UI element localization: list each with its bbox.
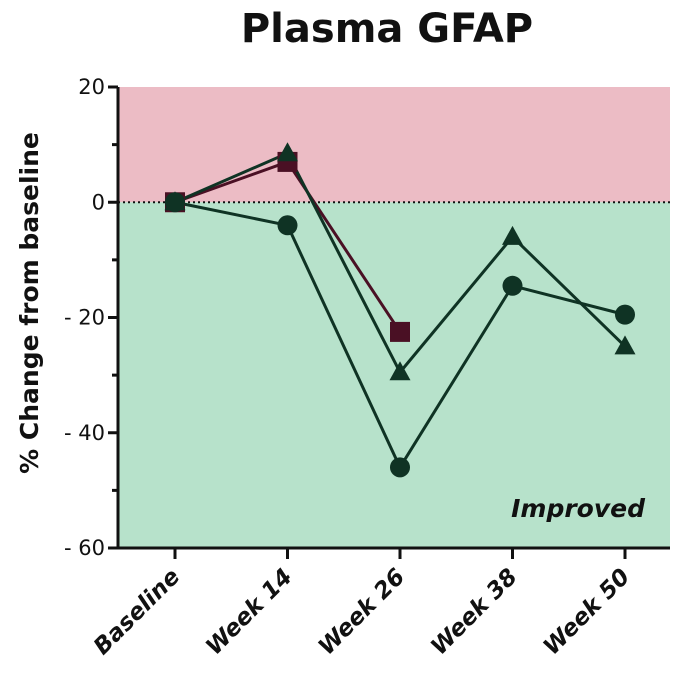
shaded-regions: [118, 87, 670, 548]
x-tick-label: Week 26: [314, 564, 410, 660]
square-point: [390, 321, 410, 342]
triangle-point: [389, 361, 411, 381]
circle-point: [277, 215, 298, 236]
region-0: [118, 87, 670, 203]
y-tick-label: 0: [92, 190, 105, 214]
x-tick-label: Week 38: [426, 564, 522, 660]
y-axis-ticks: - 60 - 40 - 20 0 20: [64, 75, 118, 560]
circle-point: [502, 275, 523, 296]
chart-title: Plasma GFAP: [241, 6, 533, 52]
y-tick-label: - 40: [64, 421, 105, 445]
y-axis-label: % Change from baseline: [15, 132, 44, 474]
x-axis-ticks: Baseline Week 14 Week 26 Week 38 Week 50: [89, 548, 635, 660]
circle-point: [390, 457, 410, 478]
x-tick-label: Week 14: [201, 564, 297, 660]
triangle-point: [277, 142, 298, 162]
x-tick-label: Week 50: [539, 564, 635, 660]
triangle-point: [502, 225, 523, 245]
y-tick-label: 20: [78, 75, 105, 99]
circle-point: [615, 304, 635, 325]
x-tick-label: Baseline: [89, 564, 185, 660]
improved-annotation: Improved: [511, 494, 646, 523]
triangle-point: [614, 335, 636, 355]
y-tick-label: - 20: [64, 306, 105, 330]
series-group: [164, 142, 636, 478]
circle-point: [165, 192, 185, 213]
y-tick-label: - 60: [64, 536, 105, 560]
